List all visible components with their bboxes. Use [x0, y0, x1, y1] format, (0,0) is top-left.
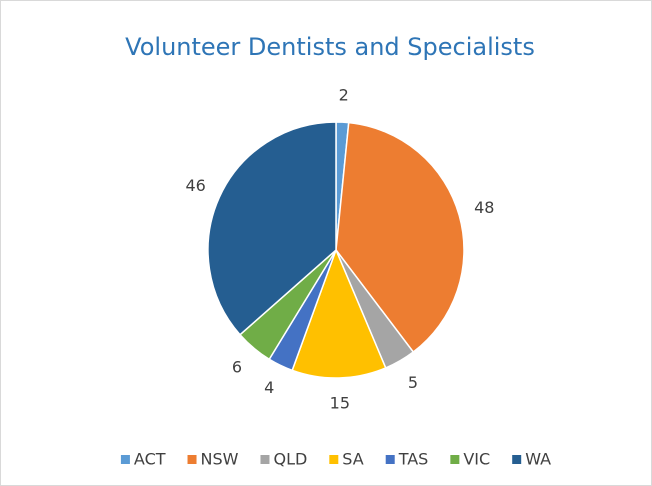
legend-swatch — [512, 455, 522, 464]
pie-slice — [291, 247, 387, 379]
data-label: 48 — [474, 198, 494, 217]
legend-label: NSW — [201, 450, 239, 469]
legend-label: SA — [342, 450, 363, 469]
pie-slice — [207, 121, 337, 336]
legend-label: WA — [525, 450, 551, 469]
legend-swatch — [329, 455, 339, 464]
data-label: 5 — [408, 373, 418, 392]
data-label: 4 — [264, 378, 274, 397]
pie-slice — [335, 121, 465, 354]
legend-swatch — [120, 455, 130, 464]
legend-label: ACT — [134, 450, 166, 469]
data-label: 2 — [339, 86, 349, 105]
data-label: 15 — [330, 393, 350, 412]
legend-swatch — [450, 455, 460, 464]
data-label: 6 — [232, 357, 242, 376]
legend-label: VIC — [463, 450, 490, 469]
legend-label: QLD — [273, 450, 307, 469]
legend-swatch — [260, 455, 270, 464]
legend-swatch — [385, 455, 395, 464]
legend-swatch — [187, 455, 197, 464]
legend-label: TAS — [398, 450, 429, 469]
chart-title: Volunteer Dentists and Specialists — [125, 33, 535, 61]
data-label: 46 — [185, 176, 205, 195]
